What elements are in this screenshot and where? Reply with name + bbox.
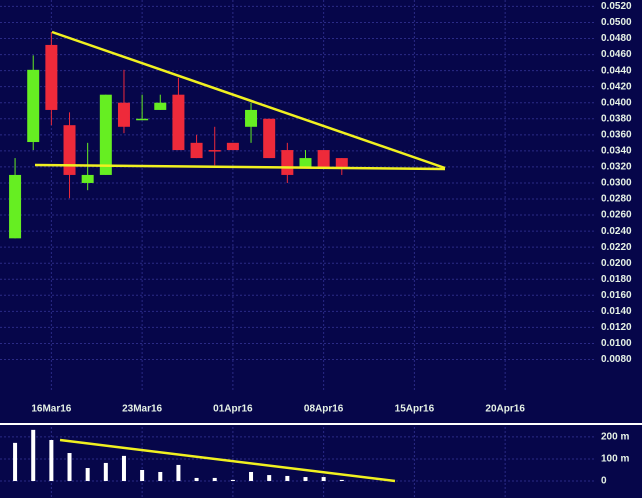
candle-body: [281, 150, 294, 175]
volume-bar: [339, 479, 344, 482]
y-tick-label: 0.0080: [601, 354, 632, 365]
y-tick-label: 0.0220: [601, 242, 632, 253]
volume-bar: [67, 453, 72, 482]
y-tick-label: 0.0440: [601, 65, 632, 76]
y-tick-label: 200 m: [601, 432, 629, 443]
y-tick-label: 0.0240: [601, 226, 632, 237]
volume-bar: [85, 468, 90, 482]
volume-bar: [321, 477, 326, 482]
volume-bar: [194, 477, 199, 482]
y-tick-label: 0: [601, 476, 607, 487]
candle-body: [190, 142, 203, 159]
x-tick-label: 20Apr16: [485, 404, 525, 415]
y-tick-label: 0.0200: [601, 258, 632, 269]
candle-body: [245, 109, 258, 127]
y-tick-label: 0.0480: [601, 33, 632, 44]
volume-bar: [121, 455, 126, 482]
y-tick-label: 0.0100: [601, 338, 632, 349]
x-tick-label: 16Mar16: [31, 404, 71, 415]
trendline: [34, 163, 446, 171]
trendline: [59, 438, 396, 483]
volume-bar: [176, 464, 181, 482]
x-tick-label: 01Apr16: [213, 404, 253, 415]
candle-body: [154, 102, 167, 110]
candle-body: [81, 174, 94, 183]
candle-body: [208, 150, 221, 152]
y-tick-label: 0.0520: [601, 1, 632, 12]
candle-body: [226, 142, 239, 151]
candle-body: [45, 44, 58, 110]
volume-bar: [212, 477, 217, 482]
volume-bar: [158, 471, 163, 482]
y-tick-label: 0.0340: [601, 146, 632, 157]
candle-body: [117, 102, 130, 127]
y-tick-label: 0.0180: [601, 274, 632, 285]
y-tick-label: 0.0300: [601, 178, 632, 189]
candle-body: [172, 94, 185, 151]
y-tick-label: 0.0400: [601, 97, 632, 108]
price-panel: 16Mar16 23Mar16 01Apr16 08Apr16 15Apr16 20Apr…: [0, 0, 632, 415]
y-tick-label: 0.0140: [601, 306, 632, 317]
x-tick-label: 23Mar16: [122, 404, 162, 415]
volume-bar: [267, 475, 272, 482]
candle-body: [27, 69, 40, 143]
candle-body: [317, 150, 330, 167]
candle-body: [335, 158, 348, 167]
y-tick-label: 0.0500: [601, 17, 632, 28]
candle-body: [299, 158, 312, 167]
volume-bar: [103, 462, 108, 482]
x-tick-label: 15Apr16: [395, 404, 435, 415]
y-tick-label: 0.0260: [601, 210, 632, 221]
x-tick-label: 08Apr16: [304, 404, 344, 415]
candle-body: [63, 125, 76, 175]
volume-bar: [285, 475, 290, 482]
volume-bar: [31, 429, 36, 482]
y-tick-label: 0.0420: [601, 81, 632, 92]
y-tick-label: 0.0280: [601, 194, 632, 205]
volume-bar: [230, 479, 235, 482]
volume-bar: [49, 440, 54, 482]
candle-body: [263, 118, 276, 159]
y-tick-label: 100 m: [601, 454, 629, 465]
volume-bar: [249, 471, 254, 482]
volume-bar: [303, 477, 308, 482]
trendline: [51, 30, 446, 170]
candle-body: [99, 94, 112, 175]
volume-bar: [140, 469, 145, 482]
y-tick-label: 0.0360: [601, 129, 632, 140]
volume-bar: [13, 442, 18, 482]
y-tick-label: 0.0380: [601, 113, 632, 124]
trendlines: [34, 30, 446, 483]
y-tick-label: 0.0320: [601, 162, 632, 173]
y-tick-label: 0.0460: [601, 49, 632, 60]
candle-body: [136, 118, 149, 121]
y-tick-label: 0.0160: [601, 290, 632, 301]
y-tick-label: 0.0120: [601, 322, 632, 333]
volume-panel: 200 m 100 m 0: [0, 427, 629, 498]
candle-body: [9, 174, 22, 239]
